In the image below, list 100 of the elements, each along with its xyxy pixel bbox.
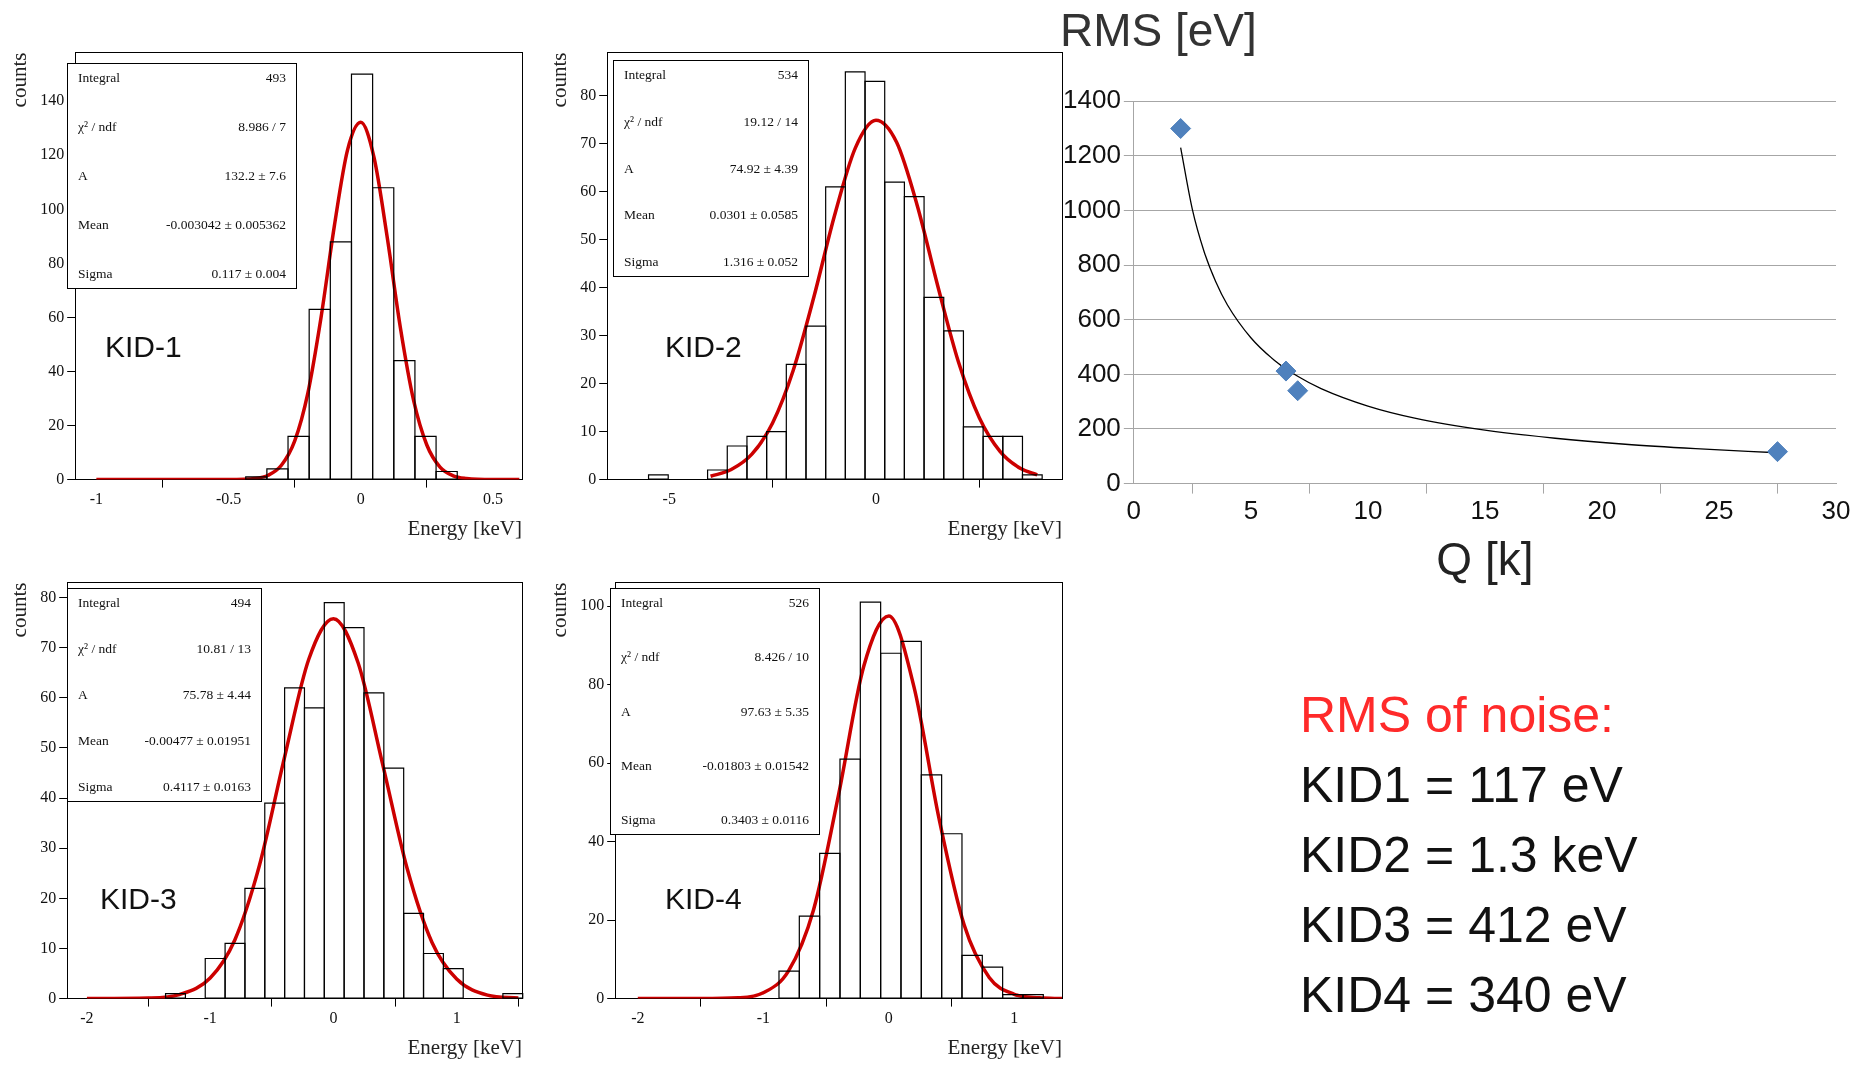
annotation: χ² / ndf xyxy=(621,649,660,666)
y-tick-label: 200 xyxy=(1077,412,1121,443)
x-axis-title: Energy [keV] xyxy=(407,1034,522,1059)
y-tick-label: 800 xyxy=(1077,248,1121,279)
text: KID1 = 117 eV xyxy=(1300,756,1624,815)
x-tick-label: 15 xyxy=(1470,495,1500,526)
annotation: Integral xyxy=(78,70,120,86)
annotation: Mean xyxy=(78,733,109,749)
annotation: KID-1 xyxy=(105,330,182,364)
annotation: Mean xyxy=(78,217,109,233)
y-axis-title: counts xyxy=(7,582,32,638)
y-tick-label: 30 xyxy=(40,838,57,856)
y-tick-label: 40 xyxy=(48,361,65,379)
y-tick-label: 60 xyxy=(588,753,605,771)
y-tick-label: 0 xyxy=(56,469,65,487)
annotation: -0.01803 ± 0.01542 xyxy=(702,757,809,774)
y-tick-label: 40 xyxy=(580,277,597,295)
annotation: 75.78 ± 4.44 xyxy=(182,687,251,703)
annotation: 19.12 / 14 xyxy=(743,113,798,130)
x-axis-title: Energy [keV] xyxy=(947,1034,1062,1059)
x-tick-label: 0 xyxy=(1126,495,1142,526)
annotation: 0.4117 ± 0.0163 xyxy=(163,779,251,795)
annotation: 494 xyxy=(230,595,251,611)
x-tick-label: -1 xyxy=(89,490,104,508)
annotation: KID-4 xyxy=(665,882,742,916)
y-tick-label: 1000 xyxy=(1063,193,1121,224)
x-axis-title: Energy [keV] xyxy=(407,515,522,540)
y-tick-label: 20 xyxy=(588,910,605,928)
y-tick-label: 80 xyxy=(588,674,605,692)
y-tick-label: 40 xyxy=(40,788,57,806)
x-tick-label: 1 xyxy=(452,1009,461,1027)
annotation: 493 xyxy=(265,70,286,86)
y-tick-label: 50 xyxy=(580,229,597,247)
x-tick-label: -0.5 xyxy=(215,490,242,508)
x-tick-label: 0 xyxy=(356,490,365,508)
point xyxy=(1275,360,1297,382)
x-tick-label: 1 xyxy=(1010,1009,1019,1027)
x-tick-label: 0 xyxy=(329,1009,338,1027)
annotation: KID-2 xyxy=(665,330,742,364)
y-tick-label: 10 xyxy=(40,938,57,956)
y-tick-label: 60 xyxy=(40,688,57,706)
annotation: A xyxy=(78,168,88,184)
annotation: 97.63 ± 5.35 xyxy=(740,703,809,720)
annotation: 0.0301 ± 0.0585 xyxy=(709,207,798,224)
annotation: Mean xyxy=(621,757,652,774)
annotation: Mean xyxy=(624,207,655,224)
annotation: 74.92 ± 4.39 xyxy=(729,160,798,177)
y-axis-title: counts xyxy=(547,52,572,108)
annotation: KID-3 xyxy=(100,882,177,916)
x-tick-label: 5 xyxy=(1243,495,1259,526)
annotation: Sigma xyxy=(78,266,113,282)
y-tick-label: 60 xyxy=(48,307,65,325)
annotation: Sigma xyxy=(621,812,656,828)
annotation: 0.117 ± 0.004 xyxy=(211,266,286,282)
annotation: 10.81 / 13 xyxy=(196,641,251,657)
y-tick-label: 100 xyxy=(580,596,605,614)
point xyxy=(1287,380,1309,402)
x-axis-title: Q [k] xyxy=(1436,533,1534,586)
y-tick-label: 70 xyxy=(580,133,597,151)
x-axis-title: Energy [keV] xyxy=(947,515,1062,540)
point xyxy=(1170,118,1192,140)
x-tick-label: 20 xyxy=(1587,495,1617,526)
annotation: A xyxy=(624,160,634,177)
x-tick-label: 0 xyxy=(884,1009,893,1027)
annotation: 1.316 ± 0.052 xyxy=(723,254,798,270)
annotation: 8.426 / 10 xyxy=(754,649,809,666)
x-tick-label: -1 xyxy=(756,1009,770,1027)
y-tick-label: 600 xyxy=(1077,302,1121,333)
y-axis-title: counts xyxy=(7,52,32,108)
annotation: 8.986 / 7 xyxy=(238,119,286,135)
y-tick-label: 20 xyxy=(40,888,57,906)
y-tick-label: 70 xyxy=(40,637,57,655)
y-tick-label: 60 xyxy=(580,181,597,199)
annotation: χ² / ndf xyxy=(78,119,117,135)
text: KID3 = 412 eV xyxy=(1300,896,1628,955)
y-tick-label: 140 xyxy=(40,91,65,109)
x-tick-label: 0.5 xyxy=(482,490,503,508)
y-tick-label: 1200 xyxy=(1063,139,1121,169)
annotation: Sigma xyxy=(624,254,659,270)
annotation: -0.003042 ± 0.005362 xyxy=(166,217,286,233)
y-tick-label: 50 xyxy=(40,738,57,756)
text: KID2 = 1.3 keV xyxy=(1300,826,1639,885)
x-tick-label: -5 xyxy=(662,490,676,508)
annotation: Integral xyxy=(78,595,120,611)
text: RMS of noise: xyxy=(1300,686,1615,745)
y-tick-label: 120 xyxy=(40,145,65,163)
text: KID4 = 340 eV xyxy=(1300,966,1628,1025)
y-tick-label: 1400 xyxy=(1063,84,1121,115)
x-tick-label: 25 xyxy=(1704,495,1734,526)
annotation: χ² / ndf xyxy=(78,641,117,657)
x-tick-label: -2 xyxy=(631,1009,645,1027)
annotation: 132.2 ± 7.6 xyxy=(224,168,286,184)
y-tick-label: 10 xyxy=(580,421,597,439)
x-tick-label: 10 xyxy=(1353,495,1383,526)
y-tick-label: 0 xyxy=(588,469,597,487)
y-tick-label: 80 xyxy=(40,587,57,605)
y-tick-label: 20 xyxy=(48,415,65,433)
y-axis-title: counts xyxy=(547,582,572,638)
annotation: 526 xyxy=(788,595,809,611)
point xyxy=(1766,441,1788,463)
